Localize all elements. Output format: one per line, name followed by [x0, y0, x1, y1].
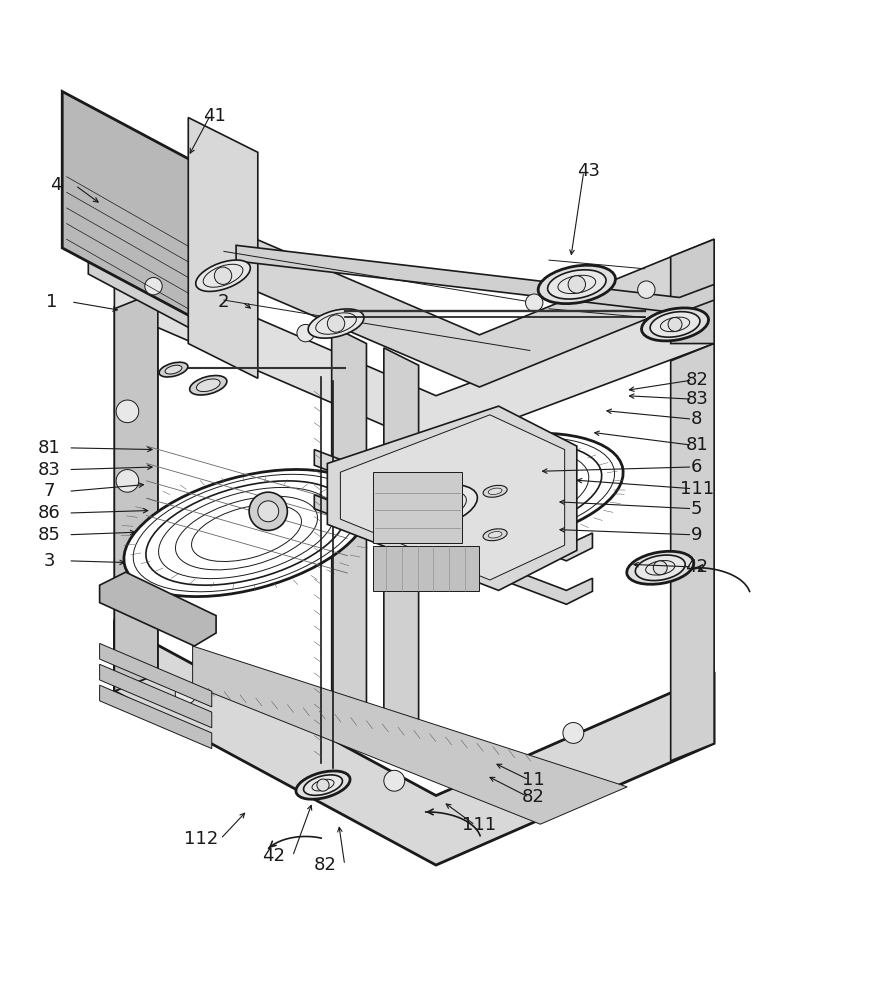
Ellipse shape [303, 775, 343, 795]
Ellipse shape [636, 555, 685, 581]
Ellipse shape [642, 308, 709, 341]
Text: 111: 111 [679, 480, 714, 498]
Ellipse shape [483, 529, 508, 541]
Circle shape [563, 723, 583, 743]
Text: 42: 42 [685, 558, 708, 576]
Circle shape [116, 470, 139, 492]
Text: 41: 41 [203, 107, 226, 125]
Text: 82: 82 [685, 371, 708, 389]
Text: 9: 9 [691, 526, 703, 544]
Text: 5: 5 [691, 500, 703, 518]
Ellipse shape [488, 488, 502, 495]
Polygon shape [114, 291, 158, 691]
Polygon shape [236, 245, 714, 313]
Polygon shape [62, 91, 193, 317]
Text: 7: 7 [44, 482, 55, 500]
Polygon shape [88, 118, 219, 344]
Polygon shape [188, 118, 258, 378]
Polygon shape [99, 643, 212, 707]
Circle shape [145, 277, 162, 295]
Bar [373, 472, 462, 543]
Text: 11: 11 [522, 771, 545, 789]
Ellipse shape [627, 551, 694, 584]
Polygon shape [331, 326, 366, 726]
Circle shape [215, 267, 232, 284]
Ellipse shape [165, 365, 182, 374]
Ellipse shape [645, 560, 675, 575]
Text: 83: 83 [685, 390, 708, 408]
Ellipse shape [402, 490, 467, 524]
Circle shape [526, 294, 543, 311]
Circle shape [317, 779, 329, 791]
Circle shape [384, 770, 405, 791]
Text: 3: 3 [44, 552, 55, 570]
Text: 112: 112 [184, 830, 218, 848]
Ellipse shape [203, 264, 243, 287]
Polygon shape [175, 170, 219, 274]
Ellipse shape [651, 312, 700, 337]
Ellipse shape [385, 433, 623, 546]
Polygon shape [340, 415, 565, 580]
Text: 111: 111 [462, 816, 496, 834]
Ellipse shape [538, 265, 616, 304]
Polygon shape [314, 495, 592, 604]
Text: 4: 4 [51, 176, 62, 194]
Circle shape [327, 315, 344, 332]
Polygon shape [99, 572, 216, 646]
Ellipse shape [189, 376, 227, 395]
Text: 2: 2 [217, 293, 228, 311]
Text: 1: 1 [46, 293, 58, 311]
Circle shape [258, 501, 279, 522]
Text: 83: 83 [37, 461, 61, 479]
Text: 82: 82 [522, 788, 545, 806]
Polygon shape [671, 344, 714, 761]
Text: 8: 8 [691, 410, 703, 428]
Polygon shape [193, 646, 627, 824]
Circle shape [249, 492, 288, 530]
Circle shape [297, 324, 314, 342]
Polygon shape [314, 450, 592, 561]
Ellipse shape [296, 771, 350, 799]
Circle shape [420, 489, 448, 517]
Text: 81: 81 [685, 436, 708, 454]
Ellipse shape [316, 313, 357, 334]
Ellipse shape [159, 362, 187, 377]
Polygon shape [671, 239, 714, 344]
Circle shape [175, 683, 196, 704]
Ellipse shape [483, 485, 508, 497]
Polygon shape [99, 685, 212, 749]
Ellipse shape [195, 260, 250, 291]
Circle shape [653, 561, 667, 575]
Polygon shape [327, 406, 576, 590]
Text: 82: 82 [314, 856, 337, 874]
Polygon shape [114, 291, 158, 691]
Text: 85: 85 [37, 526, 61, 544]
Ellipse shape [312, 779, 334, 791]
Ellipse shape [196, 379, 220, 392]
Ellipse shape [548, 270, 606, 299]
Ellipse shape [308, 309, 364, 338]
Polygon shape [384, 348, 419, 748]
Ellipse shape [488, 532, 502, 538]
Text: 42: 42 [262, 847, 285, 865]
Circle shape [637, 281, 655, 298]
Text: 81: 81 [37, 439, 60, 457]
Text: 86: 86 [37, 504, 60, 522]
Ellipse shape [660, 317, 690, 332]
Polygon shape [99, 664, 212, 728]
Text: 6: 6 [691, 458, 703, 476]
Ellipse shape [558, 275, 596, 294]
Circle shape [569, 276, 585, 293]
Text: 43: 43 [576, 162, 600, 180]
Ellipse shape [392, 484, 477, 529]
Polygon shape [175, 204, 714, 387]
Bar [373, 546, 480, 591]
Ellipse shape [124, 469, 369, 597]
Polygon shape [114, 257, 714, 448]
Circle shape [116, 400, 139, 423]
Circle shape [668, 317, 682, 331]
Polygon shape [114, 622, 714, 865]
